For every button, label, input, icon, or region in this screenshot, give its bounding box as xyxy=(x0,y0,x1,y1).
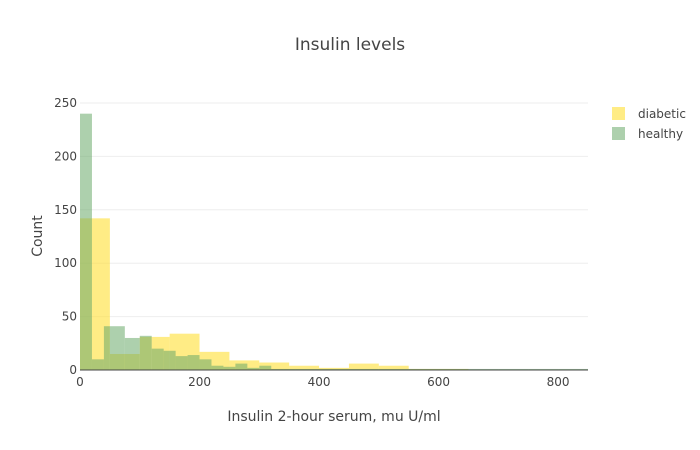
legend: diabetic healthy xyxy=(612,107,686,141)
x-tick-label-400: 400 xyxy=(308,375,331,389)
bar-healthy-25[interactable] xyxy=(438,368,469,370)
bar-healthy-23[interactable] xyxy=(378,368,409,370)
y-tick-label-150: 150 xyxy=(54,203,77,217)
bar-healthy-28[interactable] xyxy=(528,368,559,370)
bar-healthy-12[interactable] xyxy=(223,366,236,370)
y-tick-label-200: 200 xyxy=(54,149,77,163)
legend-label-healthy[interactable]: healthy xyxy=(638,127,683,141)
y-tick-label-250: 250 xyxy=(54,96,77,110)
legend-label-diabetic[interactable]: diabetic xyxy=(638,107,686,121)
y-tick-label-100: 100 xyxy=(54,256,77,270)
bar-healthy-13[interactable] xyxy=(235,363,248,370)
legend-swatch-healthy[interactable] xyxy=(612,127,625,140)
legend-swatch-diabetic[interactable] xyxy=(612,107,625,120)
x-tick-labels: 0 200 400 600 800 xyxy=(76,375,569,389)
bar-healthy-0[interactable] xyxy=(80,113,92,371)
x-tick-label-0: 0 xyxy=(76,375,84,389)
bar-healthy-21[interactable] xyxy=(331,368,349,370)
bar-healthy-24[interactable] xyxy=(408,368,439,370)
bar-healthy-22[interactable] xyxy=(348,368,379,370)
gridlines xyxy=(80,102,588,318)
x-tick-label-800: 800 xyxy=(547,375,570,389)
bar-healthy-11[interactable] xyxy=(211,365,224,370)
series-healthy xyxy=(80,113,588,371)
bar-diabetic-11[interactable] xyxy=(348,363,379,370)
y-tick-label-50: 50 xyxy=(62,310,77,324)
chart-title: Insulin levels xyxy=(295,35,405,55)
bar-healthy-8[interactable] xyxy=(175,356,188,370)
x-tick-label-600: 600 xyxy=(427,375,450,389)
bar-healthy-10[interactable] xyxy=(199,359,212,370)
bar-healthy-3[interactable] xyxy=(109,326,125,370)
bar-healthy-26[interactable] xyxy=(468,368,499,370)
bar-healthy-20[interactable] xyxy=(319,368,332,370)
bar-diabetic-12[interactable] xyxy=(378,365,409,370)
histogram-bars xyxy=(80,113,588,371)
bar-healthy-17[interactable] xyxy=(283,368,296,370)
y-tick-label-0: 0 xyxy=(69,363,77,377)
y-axis-title: Count xyxy=(30,215,46,257)
bar-healthy-18[interactable] xyxy=(295,368,308,370)
bar-healthy-14[interactable] xyxy=(247,367,260,370)
bar-healthy-6[interactable] xyxy=(151,348,164,370)
x-tick-label-200: 200 xyxy=(188,375,211,389)
bar-healthy-27[interactable] xyxy=(498,368,529,370)
bar-healthy-15[interactable] xyxy=(259,365,272,370)
bar-healthy-7[interactable] xyxy=(163,350,176,370)
bar-healthy-4[interactable] xyxy=(124,337,140,370)
bar-diabetic-9[interactable] xyxy=(289,365,320,370)
bar-healthy-5[interactable] xyxy=(139,335,152,370)
y-tick-labels: 0 50 100 150 200 250 xyxy=(54,96,77,377)
bar-healthy-16[interactable] xyxy=(271,368,284,370)
x-axis-title: Insulin 2-hour serum, mu U/ml xyxy=(227,409,440,425)
bar-healthy-9[interactable] xyxy=(187,355,200,370)
bar-diabetic-8[interactable] xyxy=(259,362,290,370)
bar-healthy-29[interactable] xyxy=(558,368,588,370)
bar-healthy-1[interactable] xyxy=(91,359,104,370)
bar-healthy-19[interactable] xyxy=(307,368,320,370)
bar-healthy-2[interactable] xyxy=(103,326,110,370)
